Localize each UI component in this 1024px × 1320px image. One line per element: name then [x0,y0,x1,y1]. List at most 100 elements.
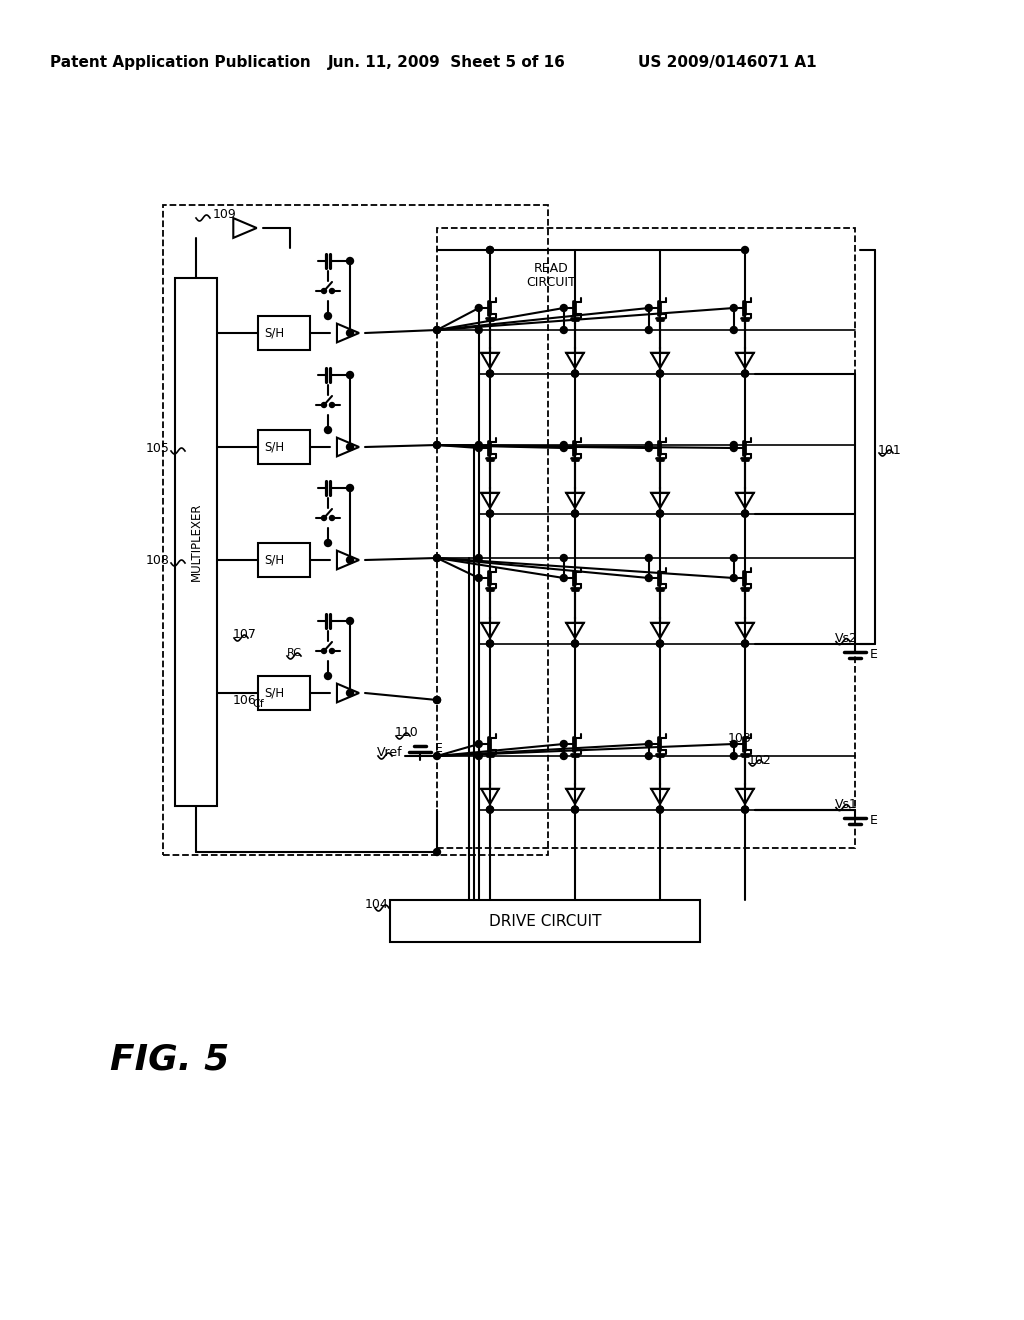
Circle shape [433,752,440,759]
Circle shape [486,370,494,378]
Circle shape [741,370,749,378]
Circle shape [656,510,664,517]
Circle shape [730,741,737,747]
Bar [163,205,548,855]
Text: CIRCUIT: CIRCUIT [526,276,575,289]
Circle shape [730,752,737,759]
Circle shape [486,510,494,517]
Circle shape [571,510,579,517]
Circle shape [433,554,440,561]
Text: US 2009/0146071 A1: US 2009/0146071 A1 [638,54,816,70]
Circle shape [571,370,579,378]
Text: Vref: Vref [377,747,402,759]
Circle shape [346,257,353,264]
Text: E: E [870,648,878,661]
Text: RC: RC [287,648,302,657]
Circle shape [330,403,335,408]
Circle shape [325,313,332,319]
Circle shape [486,807,494,813]
Circle shape [433,326,440,334]
Circle shape [346,689,353,697]
Circle shape [330,516,335,520]
Circle shape [741,807,749,813]
Circle shape [645,741,652,747]
Circle shape [433,441,440,449]
Circle shape [433,554,440,561]
Circle shape [730,326,737,334]
Circle shape [741,640,749,647]
Circle shape [656,807,664,813]
Text: 104: 104 [365,899,388,912]
Text: Patent Application Publication: Patent Application Publication [50,54,310,70]
Text: 108: 108 [146,553,170,566]
Circle shape [560,574,567,582]
Text: READ: READ [534,261,568,275]
Text: 101: 101 [878,444,902,457]
Circle shape [433,697,440,704]
Circle shape [571,510,579,517]
Text: 109: 109 [213,209,237,222]
Circle shape [322,289,327,293]
Circle shape [486,640,494,647]
Circle shape [560,441,567,449]
Circle shape [486,247,494,253]
Circle shape [656,807,664,813]
Circle shape [486,247,494,253]
Text: 105: 105 [146,441,170,454]
Circle shape [330,648,335,653]
Circle shape [571,370,579,378]
Circle shape [560,752,567,759]
Circle shape [730,554,737,561]
Circle shape [560,326,567,334]
Circle shape [433,326,440,334]
Circle shape [730,445,737,451]
Text: S/H: S/H [264,326,284,339]
Circle shape [571,640,579,647]
Bar [390,900,700,942]
Circle shape [433,697,440,704]
Circle shape [571,640,579,647]
Text: 107: 107 [233,628,257,642]
Circle shape [475,554,482,561]
Circle shape [741,510,749,517]
Bar [258,315,310,350]
Circle shape [741,370,749,378]
Circle shape [645,441,652,449]
Circle shape [346,557,353,564]
Circle shape [560,741,567,747]
Circle shape [433,441,440,449]
Circle shape [730,305,737,312]
Circle shape [560,445,567,451]
Circle shape [475,574,482,582]
Circle shape [560,554,567,561]
Text: S/H: S/H [264,553,284,566]
Circle shape [322,516,327,520]
Circle shape [645,326,652,334]
Bar [175,279,217,807]
Circle shape [656,370,664,378]
Circle shape [741,807,749,813]
Circle shape [322,403,327,408]
Circle shape [741,510,749,517]
Circle shape [741,247,749,253]
Circle shape [656,510,664,517]
Text: S/H: S/H [264,686,284,700]
Text: DRIVE CIRCUIT: DRIVE CIRCUIT [488,913,601,928]
Circle shape [322,648,327,653]
Circle shape [741,640,749,647]
Text: Vs1: Vs1 [835,799,858,810]
Circle shape [486,640,494,647]
Bar [258,543,310,577]
Circle shape [560,305,567,312]
Text: 103: 103 [728,731,752,744]
Text: E: E [870,814,878,828]
Circle shape [645,554,652,561]
Circle shape [656,370,664,378]
Circle shape [645,574,652,582]
Circle shape [475,752,482,759]
Circle shape [475,445,482,451]
Circle shape [486,510,494,517]
Circle shape [571,807,579,813]
Circle shape [645,752,652,759]
Circle shape [325,426,332,433]
